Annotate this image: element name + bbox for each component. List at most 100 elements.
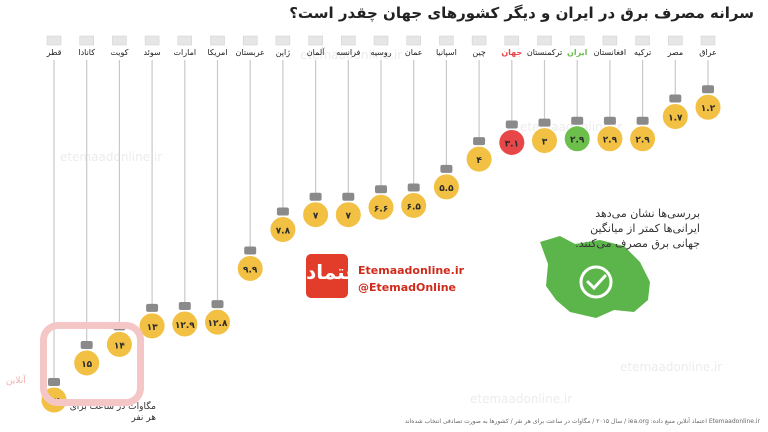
bulb-value-label: ۴ bbox=[476, 156, 482, 166]
flag-icon bbox=[373, 35, 389, 46]
bulb-value-label: ۱۴ bbox=[114, 341, 125, 351]
country-label: ترکیه bbox=[634, 48, 651, 57]
bulb-mark bbox=[563, 125, 591, 153]
country-label: عراق bbox=[699, 48, 717, 57]
flag-icon bbox=[177, 35, 193, 46]
bulb-mark bbox=[465, 145, 493, 173]
bulb-value-label: ۶.۵ bbox=[406, 202, 421, 212]
unit-label: مگاوات در ساعت برای هر نفر bbox=[69, 402, 156, 423]
iran-note: بررسی‌ها نشان می‌دهد ایرانی‌ها کمتر از م… bbox=[575, 207, 700, 250]
bulb-cap bbox=[407, 183, 420, 192]
bulb-value-label: ۱۲.۸ bbox=[208, 319, 228, 329]
logo-watermark-text: آنلاین bbox=[6, 376, 26, 386]
brand-handle: @EtemadOnline bbox=[358, 281, 457, 294]
country-label: چین bbox=[472, 48, 486, 57]
bulb-mark bbox=[236, 254, 264, 282]
bulb-value-label: ۹.۹ bbox=[243, 265, 258, 275]
bulb-mark bbox=[269, 216, 297, 244]
bulb-mark bbox=[171, 310, 199, 338]
bulb-cap bbox=[276, 207, 289, 216]
country-label: امریکا bbox=[207, 48, 227, 57]
bulb-mark bbox=[531, 127, 558, 155]
bulb-value-label: ۱۳ bbox=[147, 323, 158, 333]
flag-icon bbox=[700, 35, 716, 46]
bulb-mark bbox=[367, 193, 395, 221]
watermark-text: etemaadonline.ir bbox=[620, 360, 723, 374]
bulb-mark bbox=[73, 349, 101, 377]
bulb-value-label: ۷ bbox=[313, 212, 319, 222]
footer-source: Etemaadonline.ir اعتماد آنلاین منبع داده… bbox=[404, 418, 760, 425]
flag-icon bbox=[439, 35, 454, 46]
bulb-value-label: ۵.۵ bbox=[439, 184, 454, 194]
bulb-mark bbox=[498, 128, 526, 156]
flag-icon bbox=[569, 35, 585, 46]
watermark-text: etemaadonline.ir bbox=[60, 150, 163, 164]
bulb-cap bbox=[178, 302, 191, 311]
flag-icon bbox=[79, 35, 94, 46]
country-label: کانادا bbox=[78, 48, 95, 57]
flag-icon bbox=[242, 35, 258, 46]
bulb-cap bbox=[440, 164, 453, 173]
bulb-mark bbox=[661, 103, 689, 130]
bulb-cap bbox=[505, 120, 518, 129]
bulb-value-label: ۲.۹ bbox=[570, 136, 585, 146]
flag-icon bbox=[635, 35, 650, 46]
bulb-value-label: ۳ bbox=[542, 138, 548, 148]
bulb-value-label: ۱.۲ bbox=[701, 104, 716, 114]
country-label: کویت bbox=[110, 48, 128, 57]
bulb-cap bbox=[80, 340, 93, 349]
bulb-value-label: ۷.۸ bbox=[276, 227, 291, 237]
brand-site: Etemaadonline.ir bbox=[358, 264, 465, 277]
brand-logo-text: اعتماد bbox=[306, 260, 366, 284]
bulb-value-label: ۱.۷ bbox=[668, 114, 683, 124]
bulb-mark bbox=[694, 93, 722, 121]
bulb-mark bbox=[400, 191, 428, 219]
bulb-mark bbox=[432, 173, 460, 201]
bulb-value-label: ۱۵ bbox=[81, 360, 92, 370]
flag-icon bbox=[341, 35, 356, 46]
flag-icon bbox=[471, 35, 487, 46]
checkmark-circle-icon bbox=[579, 265, 613, 299]
bulb-cap bbox=[571, 116, 584, 125]
bulb-mark bbox=[105, 330, 133, 358]
country-label: روسیه bbox=[370, 48, 391, 57]
bulb-value-label: ۶.۶ bbox=[374, 204, 388, 214]
bulb-mark bbox=[629, 125, 657, 153]
country-label: اسپانیا bbox=[436, 48, 457, 57]
country-label: ترکمنستان bbox=[527, 48, 562, 57]
iran-map-icon bbox=[540, 236, 650, 318]
bulb-cap bbox=[211, 300, 224, 309]
bulb-cap bbox=[48, 378, 60, 386]
flag-icon bbox=[406, 35, 421, 46]
flag-icon bbox=[668, 35, 683, 46]
bulb-mark bbox=[596, 125, 624, 153]
country-label: افغانستان bbox=[594, 48, 626, 57]
bulb-cap bbox=[146, 303, 159, 312]
flag-icon bbox=[46, 35, 62, 46]
bulb-cap bbox=[538, 118, 551, 127]
bulb-cap bbox=[244, 246, 257, 255]
bulb-value-label: ۷ bbox=[346, 212, 352, 222]
checkmark-icon bbox=[586, 274, 607, 291]
country-label: جهان bbox=[501, 48, 522, 57]
bulb-cap bbox=[636, 116, 649, 125]
country-label: قطر bbox=[46, 48, 62, 57]
country-label: امارات bbox=[174, 48, 197, 57]
bulb-cap bbox=[309, 192, 322, 201]
bulb-cap bbox=[603, 116, 616, 125]
country-label: ایران bbox=[567, 48, 588, 57]
bulb-cap bbox=[702, 85, 714, 94]
brand-logo: اعتماد bbox=[306, 254, 366, 298]
bulb-value-label: ۲.۹ bbox=[635, 136, 650, 146]
bulb-mark bbox=[302, 201, 330, 229]
flag-icon bbox=[210, 35, 225, 46]
flag-icon bbox=[308, 35, 323, 46]
country-label: فرانسه bbox=[336, 48, 360, 57]
bulb-mark bbox=[138, 312, 166, 340]
country-label: آلمان bbox=[307, 47, 325, 57]
bulb-value-label: ۳.۱ bbox=[505, 139, 519, 149]
bulb-value-label: ۱۲.۹ bbox=[175, 321, 195, 331]
country-label: ژاپن bbox=[276, 48, 291, 57]
